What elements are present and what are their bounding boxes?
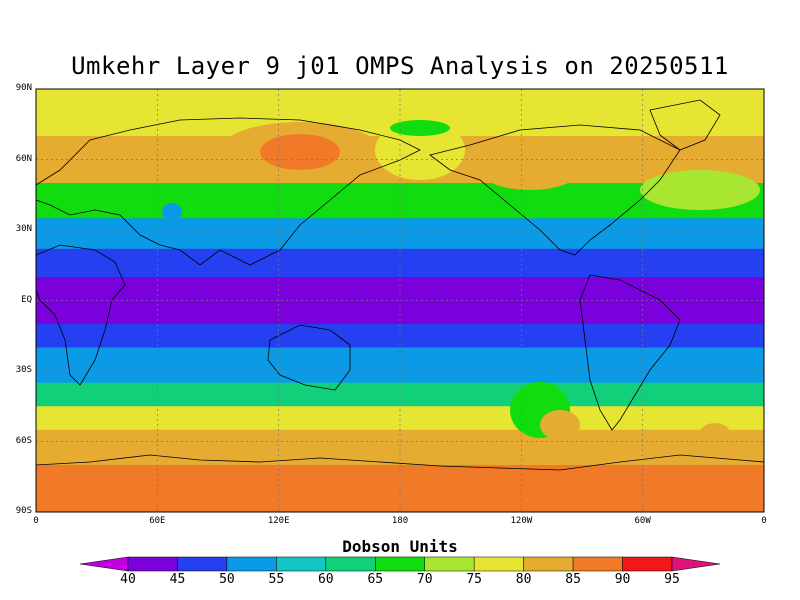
colorbar-swatch <box>127 556 178 572</box>
colorbar-tick: 95 <box>664 572 680 587</box>
ozone-anomalies <box>162 120 760 503</box>
lon-label: 180 <box>391 516 409 526</box>
colorbar-tick: 40 <box>120 572 136 587</box>
graticule <box>36 89 764 512</box>
colorbar-swatch <box>325 556 376 572</box>
coast-north-america <box>429 124 681 256</box>
lat-label: 30S <box>15 365 32 375</box>
colorbar-tick: 45 <box>169 572 186 587</box>
lat-label: 90N <box>15 83 32 93</box>
lat-label: 30N <box>15 224 32 234</box>
colorbar-low-arrow <box>79 556 129 572</box>
lat-label: 60N <box>15 153 32 164</box>
coast-south-america <box>579 274 681 431</box>
ozone-band-4 <box>36 248 764 278</box>
colorbar-swatch <box>424 556 475 572</box>
colorbar-swatch <box>572 556 623 572</box>
orange-blob-north-america <box>480 150 580 190</box>
colorbar <box>79 556 721 572</box>
orange-blob-siberia-core <box>260 134 340 170</box>
coast-africa <box>36 244 126 386</box>
colorbar-swatch <box>523 556 574 572</box>
colorbar-tick: 70 <box>416 572 433 587</box>
lat-label: 60S <box>15 435 32 446</box>
colorbar-tick: 90 <box>614 572 631 587</box>
colorbar-swatch <box>226 556 277 572</box>
colorbar-tick: 80 <box>515 572 532 587</box>
colorbar-tick: 85 <box>565 572 581 587</box>
map-frame <box>35 88 765 513</box>
green-blob-bering <box>390 120 450 136</box>
green-blob-atlantic <box>640 170 760 210</box>
coast-eurasia <box>36 117 421 266</box>
lon-label: 0 <box>761 516 767 526</box>
coastlines <box>36 99 764 471</box>
colorbar-swatch <box>473 556 524 572</box>
lon-label: 60E <box>149 516 166 526</box>
lon-label: 120E <box>267 516 290 526</box>
coast-antarctica <box>36 454 764 471</box>
lon-label: 120W <box>510 516 533 526</box>
colorbar-title: Dobson Units <box>342 537 458 556</box>
colorbar-swatch <box>622 556 673 572</box>
coast-australia <box>267 324 351 391</box>
colorbar-high-arrow <box>671 556 721 572</box>
colorbar-swatch <box>177 556 228 572</box>
colorbar-swatch <box>375 556 425 572</box>
lon-label: 60W <box>634 516 651 526</box>
blue-blob-caspian <box>162 203 182 221</box>
map-title: Umkehr Layer 9 j01 OMPS Analysis on 2025… <box>71 52 729 80</box>
orange-blob-south-atlantic <box>699 423 731 447</box>
orange-blob-antarctic <box>240 467 520 503</box>
purple-blob-indonesia <box>240 283 360 307</box>
colorbar-tick: 65 <box>367 572 384 587</box>
orange-blob-south-pacific <box>540 410 580 440</box>
colorbar-tick: 55 <box>268 572 285 587</box>
colorbar-swatch <box>276 556 327 572</box>
lon-label: 0 <box>33 516 39 526</box>
colorbar-tick: 75 <box>466 572 482 587</box>
colorbar-tick: 60 <box>317 572 334 587</box>
lat-label: 90S <box>15 506 32 516</box>
lat-label: EQ <box>21 294 32 305</box>
colorbar-tick: 50 <box>219 572 235 587</box>
coast-greenland <box>649 99 721 151</box>
